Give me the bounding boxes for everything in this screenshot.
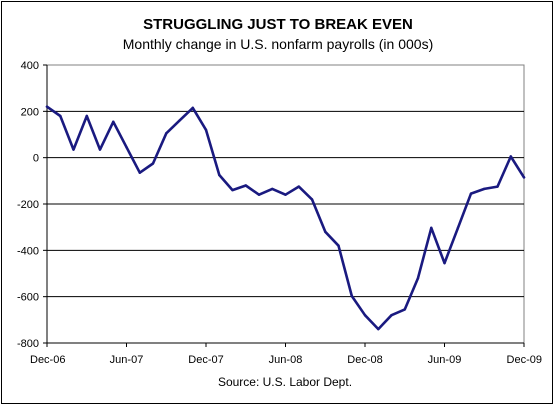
y-tick-label: 0 [33,153,39,165]
x-tick-label: Jun-07 [110,354,144,366]
data-point [231,188,234,192]
chart-subtitle: Monthly change in U.S. nonfarm payrolls … [123,36,433,52]
data-point [297,185,300,188]
y-tick-label: 200 [21,106,39,118]
data-point [178,119,181,122]
chart-title: STRUGGLING JUST TO BREAK EVEN [143,16,413,33]
data-point [496,185,499,188]
data-point [218,173,221,177]
data-point [151,162,155,165]
data-point [456,227,459,230]
x-tick-label: Jun-09 [428,354,462,366]
data-point [324,230,327,233]
data-point [310,198,314,201]
data-point [204,128,208,132]
y-tick-label: -400 [17,245,39,257]
y-axis-tick-labels: 400 200 0 -200 -400 -600 -800 [17,60,39,350]
data-point [257,193,261,196]
y-tick-label: 400 [21,60,39,72]
x-tick-label: Dec-09 [507,354,542,366]
data-point [416,276,420,280]
gridlines [47,110,524,298]
data-point [59,114,62,118]
data-point [45,105,49,108]
series-payroll-change [45,105,526,331]
x-tick-label: Dec-06 [30,354,65,366]
data-point [125,146,128,149]
data-point [165,132,168,135]
y-tick-label: -200 [17,199,39,211]
data-point [112,120,115,123]
data-point [72,148,75,151]
data-point [191,106,194,110]
data-point [483,187,486,191]
data-point [509,155,512,158]
x-tick-label: Jun-08 [269,354,303,366]
data-point [284,193,287,196]
x-tick-label: Dec-07 [188,354,223,366]
data-point [350,294,353,298]
data-point [377,327,380,331]
data-point [443,261,446,265]
data-point [390,314,393,317]
data-point [430,226,433,230]
data-point [244,184,247,187]
data-point [271,187,274,191]
source-note: Source: U.S. Labor Dept. [218,375,352,389]
data-point [138,171,141,174]
data-point [363,314,367,317]
data-point [337,244,340,247]
data-point [522,176,526,179]
data-point [85,114,88,118]
data-point [403,308,406,311]
data-point [98,148,102,151]
x-tick-label: Dec-08 [347,354,382,366]
x-axis-tick-labels: Dec-06 Jun-07 Dec-07 Jun-08 Dec-08 Jun-09 Dec-… [30,354,542,366]
axes [43,64,525,347]
y-tick-label: -800 [17,338,39,350]
y-tick-label: -600 [17,292,39,304]
data-point [469,192,473,195]
